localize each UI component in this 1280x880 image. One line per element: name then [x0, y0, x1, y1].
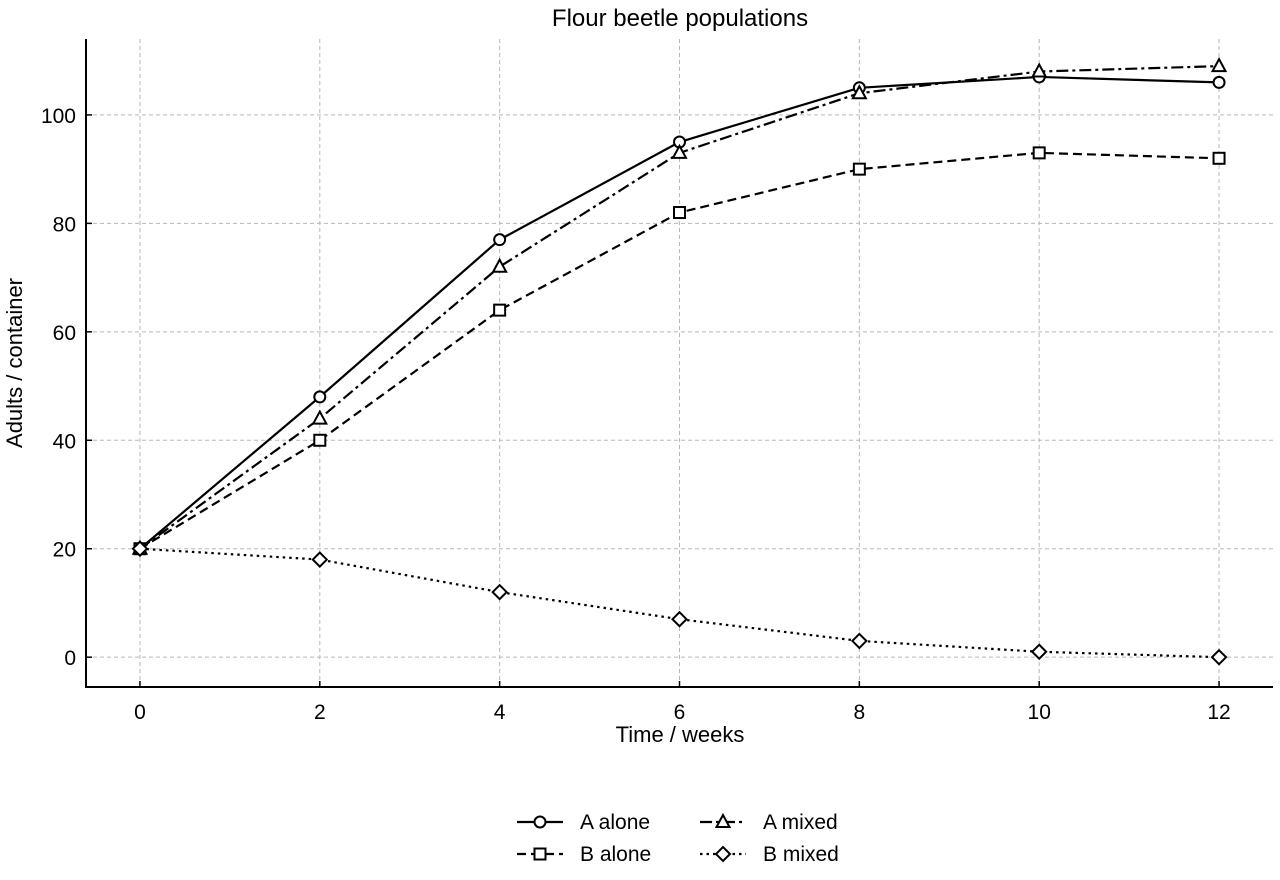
legend-marker [714, 812, 732, 828]
legend-item-b-alone: B alone [517, 843, 651, 866]
legend-item-a-mixed: A mixed [700, 811, 838, 834]
y-axis-label: Adults / container [2, 278, 27, 448]
y-tick-label: 60 [53, 322, 76, 345]
data-point-b-mixed [1210, 648, 1228, 666]
data-point-a-mixed [491, 257, 508, 273]
data-point-a-alone [493, 233, 507, 247]
x-tick-label: 6 [674, 701, 686, 724]
data-point-a-alone [1212, 75, 1226, 89]
data-point-a-mixed [851, 84, 868, 100]
legend-label: A alone [580, 811, 650, 834]
y-tick-label: 0 [64, 647, 76, 670]
x-axis-label: Time / weeks [616, 722, 745, 747]
y-tick-label: 40 [53, 430, 76, 453]
series [131, 57, 1228, 666]
data-point-b-mixed [671, 610, 688, 628]
x-tick-label: 10 [1028, 701, 1051, 724]
legend-label: B alone [580, 843, 651, 866]
legend-marker [714, 845, 732, 863]
data-point-b-mixed [1030, 643, 1048, 661]
legend-marker [533, 815, 547, 829]
y-tick-label: 100 [41, 105, 76, 128]
data-point-b-mixed [131, 540, 149, 558]
data-point-b-alone [493, 303, 507, 317]
legend-item-b-mixed: B mixed [700, 843, 839, 866]
x-tick-label: 2 [314, 701, 326, 724]
y-ticks: 0 20 40 60 80 100 [41, 105, 92, 670]
legend-label: B mixed [763, 843, 839, 866]
data-point-b-alone [852, 162, 866, 176]
data-point-b-mixed [850, 632, 868, 650]
data-point-b-alone [673, 206, 686, 220]
data-point-a-alone [313, 390, 327, 404]
y-tick-label: 20 [53, 539, 76, 562]
legend-label: A mixed [763, 811, 838, 834]
data-point-b-mixed [311, 551, 329, 568]
data-point-a-mixed [1031, 62, 1048, 78]
x-tick-label: 0 [134, 701, 146, 724]
chart-title: Flour beetle populations [552, 5, 808, 32]
y-tick-label: 80 [53, 213, 76, 236]
data-point-b-alone [313, 433, 327, 447]
data-point-a-mixed [311, 409, 328, 425]
x-tick-label: 8 [854, 701, 866, 724]
data-point-b-mixed [491, 583, 509, 601]
data-point-a-mixed [671, 143, 688, 159]
x-tick-label: 12 [1207, 701, 1230, 724]
x-ticks: 0 2 4 6 8 10 12 [134, 681, 1231, 724]
data-point-b-alone [1212, 151, 1226, 165]
legend-marker [533, 847, 547, 861]
legend: A alone B alone A mixed B mixed [517, 811, 839, 866]
data-point-a-mixed [1210, 57, 1228, 73]
x-tick-label: 4 [494, 701, 506, 724]
legend-item-a-alone: A alone [517, 811, 650, 834]
series-b-mixed [131, 540, 1228, 666]
data-point-b-alone [1032, 146, 1046, 160]
